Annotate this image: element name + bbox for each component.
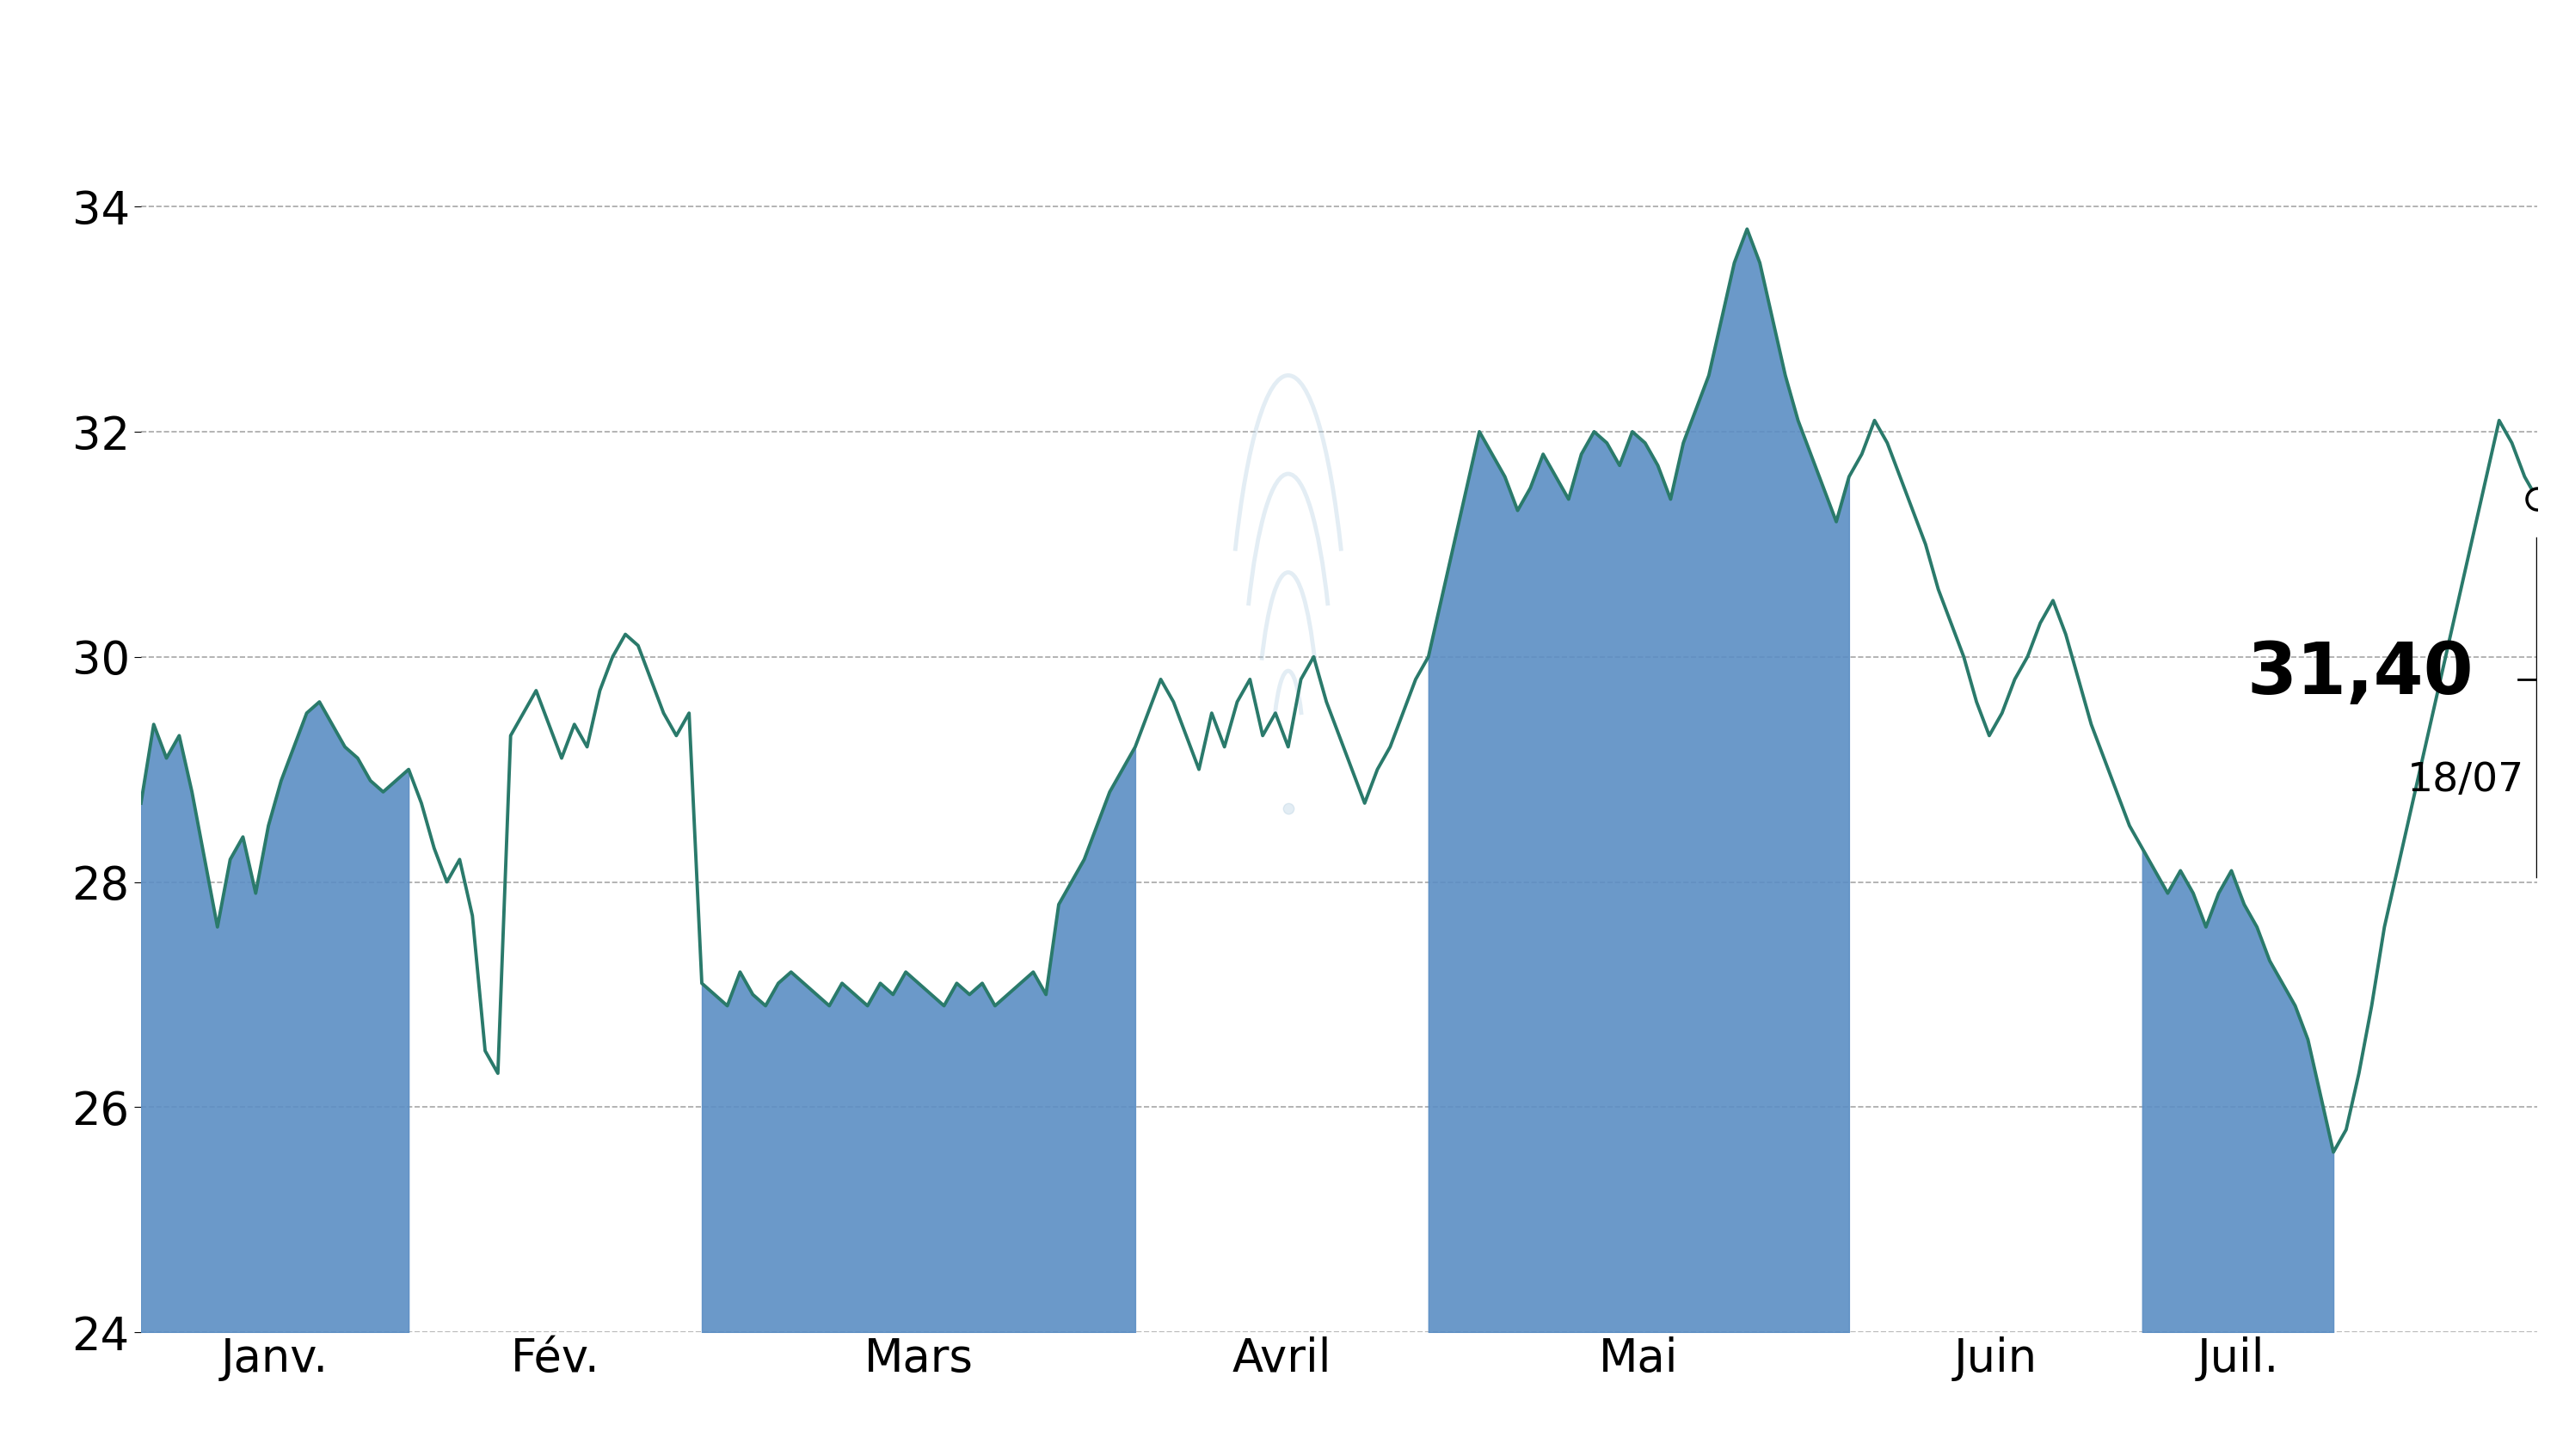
Text: 31,40: 31,40 <box>2248 639 2473 709</box>
Text: KAUFMAN ET BROAD: KAUFMAN ET BROAD <box>725 10 1838 102</box>
Text: 18/07: 18/07 <box>2407 761 2525 799</box>
